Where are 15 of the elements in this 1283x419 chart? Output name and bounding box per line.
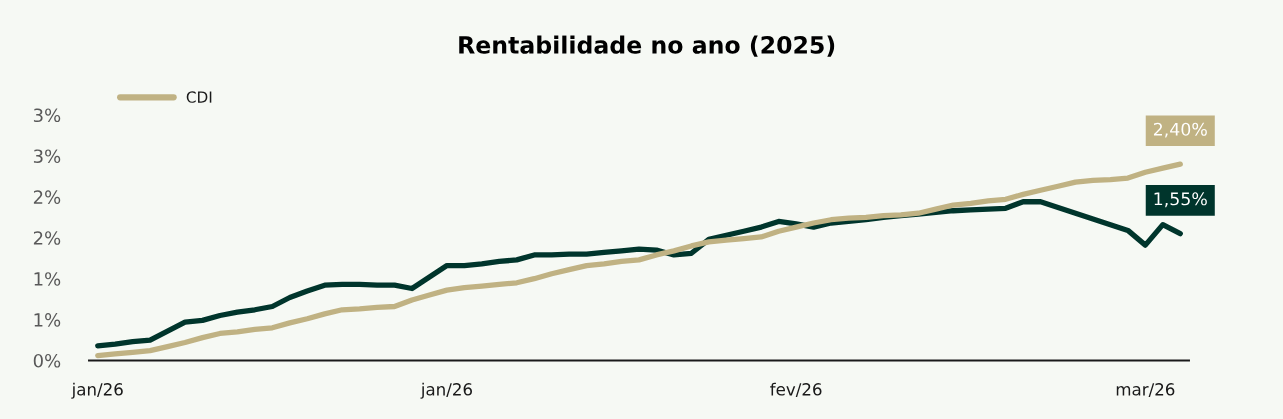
y-tick-label: 2%	[33, 231, 61, 245]
x-tick-label: fev/26	[770, 382, 822, 397]
y-tick-label: 3%	[33, 108, 61, 123]
legend-label: CDI	[186, 91, 212, 103]
x-tick-label: jan/26	[71, 382, 123, 399]
x-tick-label: jan/26	[420, 382, 472, 399]
y-tick-label: 0%	[33, 353, 61, 368]
y-tick-label: 1%	[34, 313, 61, 327]
y-tick-label: 1%	[34, 272, 61, 286]
x-tick-label: mar/26	[1116, 383, 1175, 397]
chart-title: Rentabilidade no ano (2025)	[459, 35, 835, 57]
y-tick-label: 3%	[33, 149, 61, 164]
data-label: 1,55%	[1154, 192, 1207, 208]
data-label: 2,40%	[1153, 122, 1207, 138]
y-tick-label: 2%	[33, 190, 61, 204]
